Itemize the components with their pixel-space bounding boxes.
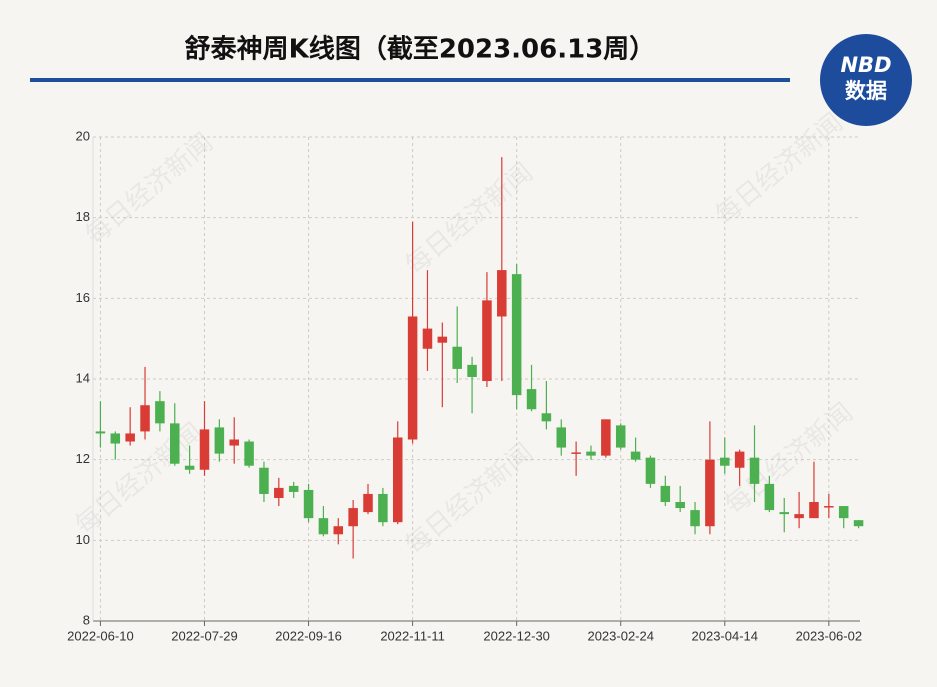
candle-body (511, 274, 522, 396)
candle-body (452, 346, 462, 369)
candle-body (853, 520, 864, 527)
y-tick-label: 18 (76, 209, 90, 224)
candle-body (378, 493, 388, 523)
watermark: 每日经济新闻 (710, 108, 849, 231)
candle-body (705, 459, 715, 527)
candle-body (125, 433, 135, 442)
candle-body (155, 401, 165, 424)
candle-body (363, 493, 373, 513)
x-tick-label: 2023-02-24 (587, 628, 654, 643)
candle-body (497, 270, 507, 317)
candle-body (556, 427, 567, 448)
candle-body (467, 364, 477, 377)
candle-body (749, 457, 760, 484)
y-tick-label: 20 (76, 128, 90, 143)
x-tick-label: 2023-06-02 (796, 628, 863, 643)
y-tick-label: 14 (76, 370, 90, 385)
candle-body (274, 487, 284, 498)
y-tick-label: 10 (76, 532, 90, 547)
y-tick-label: 8 (83, 612, 90, 627)
watermark: 每日经济新闻 (70, 418, 209, 541)
candle-body (734, 451, 745, 468)
candle-body (318, 518, 329, 535)
candle-body (422, 328, 433, 349)
candle-body (214, 427, 225, 454)
candle-body (764, 483, 775, 511)
candle-body (630, 451, 641, 460)
candle-body (229, 439, 239, 446)
candle-body (526, 389, 537, 410)
logo (820, 34, 912, 126)
candle-body (675, 502, 685, 509)
candle-body (586, 451, 596, 456)
candle-body (303, 489, 314, 519)
candle-body (407, 316, 418, 440)
candle-body (690, 510, 700, 527)
candle-body (571, 452, 581, 454)
x-tick-label: 2022-12-30 (483, 628, 550, 643)
candle-body (779, 512, 789, 515)
y-tick-label: 12 (76, 451, 90, 466)
candle-body (660, 485, 671, 503)
candle-body (794, 514, 804, 519)
candle-body (645, 457, 656, 484)
candle-body (288, 485, 299, 492)
candle-body (615, 425, 626, 448)
candle-body (824, 506, 834, 508)
candle-body (392, 437, 403, 523)
logo-top: NBD (840, 53, 891, 77)
candle-body (482, 300, 492, 382)
candle-body (140, 405, 150, 432)
candle-body (110, 433, 121, 444)
candle-body (348, 508, 358, 527)
x-tick-label: 2022-06-10 (67, 628, 134, 643)
candle-body (95, 431, 106, 434)
watermark: 每日经济新闻 (80, 128, 219, 251)
chart-title: 舒泰神周K线图（截至2023.06.13周） (185, 34, 656, 65)
candle-body (809, 502, 819, 519)
x-tick-label: 2022-11-11 (380, 628, 445, 643)
candle-body (170, 423, 180, 464)
logo-bottom: 数据 (845, 79, 887, 103)
title-underline (30, 78, 790, 82)
watermark: 每日经济新闻 (400, 438, 539, 561)
candle-body (541, 413, 552, 422)
candle-body (184, 465, 195, 470)
x-tick-label: 2022-07-29 (171, 628, 238, 643)
candle-body (333, 526, 344, 535)
x-tick-label: 2022-09-16 (275, 628, 342, 643)
y-tick-label: 16 (76, 290, 90, 305)
watermark: 每日经济新闻 (400, 158, 539, 281)
x-tick-label: 2023-04-14 (692, 628, 759, 643)
candle-body (437, 336, 448, 343)
candle-body (259, 467, 269, 494)
candle-body (838, 506, 849, 519)
candle-body (601, 419, 611, 456)
candle-body (199, 429, 210, 470)
candle-body (244, 441, 254, 466)
candle-body (720, 457, 730, 466)
